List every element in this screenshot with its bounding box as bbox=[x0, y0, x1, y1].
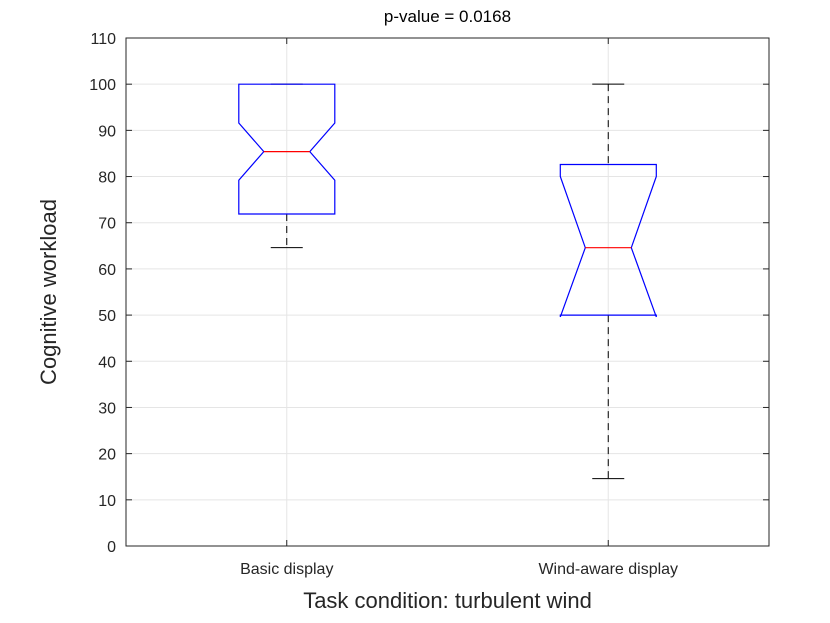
y-axis-ticks: 0 10 20 30 40 50 60 70 80 90 100 110 bbox=[89, 31, 769, 556]
y-tick-label: 100 bbox=[89, 77, 116, 94]
y-axis-title: Cognitive workload bbox=[36, 199, 61, 385]
notched-box bbox=[238, 83, 336, 215]
box-group bbox=[238, 83, 657, 480]
y-tick-label: 70 bbox=[98, 216, 116, 233]
y-tick-label: 50 bbox=[98, 308, 116, 325]
y-tick-label: 0 bbox=[107, 539, 116, 556]
notched-box bbox=[559, 163, 657, 318]
chart-title: p-value = 0.0168 bbox=[384, 7, 511, 26]
y-tick-label: 80 bbox=[98, 170, 116, 187]
y-tick-label: 10 bbox=[98, 493, 116, 510]
x-category-label: Wind-aware display bbox=[538, 561, 678, 578]
y-tick-label: 110 bbox=[90, 31, 116, 48]
y-tick-label: 30 bbox=[98, 400, 116, 417]
axes-frame bbox=[125, 37, 770, 547]
x-axis-title: Task condition: turbulent wind bbox=[303, 588, 592, 613]
y-tick-label: 90 bbox=[98, 123, 116, 140]
box-1 bbox=[238, 83, 336, 249]
box-2 bbox=[559, 83, 657, 480]
y-tick-label: 20 bbox=[98, 447, 116, 464]
y-tick-label: 40 bbox=[98, 354, 116, 371]
y-tick-label: 60 bbox=[98, 262, 116, 279]
x-axis-category-labels: Basic display Wind-aware display bbox=[240, 561, 678, 578]
x-category-label: Basic display bbox=[240, 561, 333, 578]
grid-lines bbox=[126, 37, 769, 547]
